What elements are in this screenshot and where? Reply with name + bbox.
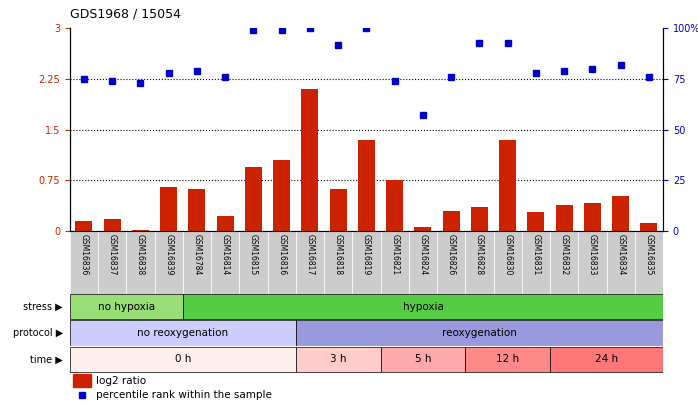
- Text: reoxygenation: reoxygenation: [442, 328, 517, 338]
- FancyBboxPatch shape: [296, 320, 663, 346]
- FancyBboxPatch shape: [70, 320, 296, 346]
- Text: 5 h: 5 h: [415, 354, 431, 364]
- Bar: [641, 223, 658, 231]
- Bar: [216, 216, 234, 231]
- Bar: [302, 89, 318, 231]
- FancyBboxPatch shape: [70, 231, 98, 294]
- FancyBboxPatch shape: [239, 231, 267, 294]
- Text: GSM16830: GSM16830: [503, 234, 512, 275]
- Text: GSM16831: GSM16831: [531, 234, 540, 275]
- Text: GSM16819: GSM16819: [362, 234, 371, 275]
- Bar: [245, 167, 262, 231]
- Text: GSM16837: GSM16837: [107, 234, 117, 275]
- Bar: [471, 207, 488, 231]
- Text: GSM16818: GSM16818: [334, 234, 343, 275]
- FancyBboxPatch shape: [296, 347, 380, 372]
- FancyBboxPatch shape: [70, 294, 183, 320]
- Text: 3 h: 3 h: [330, 354, 346, 364]
- FancyBboxPatch shape: [267, 231, 296, 294]
- Text: GSM16838: GSM16838: [136, 234, 145, 275]
- Bar: [104, 219, 121, 231]
- FancyBboxPatch shape: [466, 231, 493, 294]
- Bar: [499, 140, 517, 231]
- Text: GSM16832: GSM16832: [560, 234, 569, 275]
- FancyBboxPatch shape: [409, 231, 437, 294]
- FancyBboxPatch shape: [437, 231, 466, 294]
- Text: 0 h: 0 h: [174, 354, 191, 364]
- Text: no reoxygenation: no reoxygenation: [138, 328, 228, 338]
- Text: GSM16815: GSM16815: [249, 234, 258, 275]
- Text: no hypoxia: no hypoxia: [98, 302, 155, 312]
- Bar: [443, 211, 460, 231]
- Bar: [329, 189, 347, 231]
- Bar: [584, 202, 601, 231]
- FancyBboxPatch shape: [183, 294, 663, 320]
- FancyBboxPatch shape: [607, 231, 635, 294]
- FancyBboxPatch shape: [550, 231, 579, 294]
- Bar: [73, 374, 91, 387]
- Text: GSM16836: GSM16836: [80, 234, 89, 275]
- Text: log2 ratio: log2 ratio: [96, 375, 147, 386]
- Bar: [358, 140, 375, 231]
- FancyBboxPatch shape: [380, 231, 409, 294]
- FancyBboxPatch shape: [324, 231, 352, 294]
- Text: GSM16821: GSM16821: [390, 234, 399, 275]
- Text: hypoxia: hypoxia: [403, 302, 443, 312]
- FancyBboxPatch shape: [466, 347, 550, 372]
- Text: GSM16828: GSM16828: [475, 234, 484, 275]
- Text: 12 h: 12 h: [496, 354, 519, 364]
- Bar: [273, 160, 290, 231]
- Text: GSM16816: GSM16816: [277, 234, 286, 275]
- FancyBboxPatch shape: [635, 231, 663, 294]
- FancyBboxPatch shape: [550, 347, 663, 372]
- Bar: [188, 189, 205, 231]
- FancyBboxPatch shape: [154, 231, 183, 294]
- FancyBboxPatch shape: [296, 231, 324, 294]
- Bar: [556, 205, 572, 231]
- Text: GSM16817: GSM16817: [306, 234, 314, 275]
- Bar: [132, 230, 149, 231]
- Text: GSM16826: GSM16826: [447, 234, 456, 275]
- Bar: [415, 228, 431, 231]
- Bar: [161, 187, 177, 231]
- FancyBboxPatch shape: [579, 231, 607, 294]
- Bar: [612, 196, 629, 231]
- Text: GDS1968 / 15054: GDS1968 / 15054: [70, 7, 181, 20]
- Bar: [386, 180, 403, 231]
- Text: stress ▶: stress ▶: [23, 302, 63, 312]
- FancyBboxPatch shape: [98, 231, 126, 294]
- FancyBboxPatch shape: [493, 231, 522, 294]
- Text: GSM16814: GSM16814: [221, 234, 230, 275]
- Text: GSM16824: GSM16824: [419, 234, 427, 275]
- Text: GSM16833: GSM16833: [588, 234, 597, 275]
- FancyBboxPatch shape: [70, 347, 296, 372]
- FancyBboxPatch shape: [183, 231, 211, 294]
- FancyBboxPatch shape: [380, 347, 466, 372]
- Bar: [75, 221, 92, 231]
- Text: time ▶: time ▶: [30, 354, 63, 364]
- FancyBboxPatch shape: [126, 231, 154, 294]
- Text: GSM16839: GSM16839: [164, 234, 173, 275]
- Text: GSM16835: GSM16835: [644, 234, 653, 275]
- FancyBboxPatch shape: [352, 231, 380, 294]
- Bar: [528, 212, 544, 231]
- Text: percentile rank within the sample: percentile rank within the sample: [96, 390, 272, 400]
- FancyBboxPatch shape: [211, 231, 239, 294]
- FancyBboxPatch shape: [522, 231, 550, 294]
- Text: GSM16834: GSM16834: [616, 234, 625, 275]
- Text: GSM16784: GSM16784: [193, 234, 202, 275]
- Text: protocol ▶: protocol ▶: [13, 328, 63, 338]
- Text: 24 h: 24 h: [595, 354, 618, 364]
